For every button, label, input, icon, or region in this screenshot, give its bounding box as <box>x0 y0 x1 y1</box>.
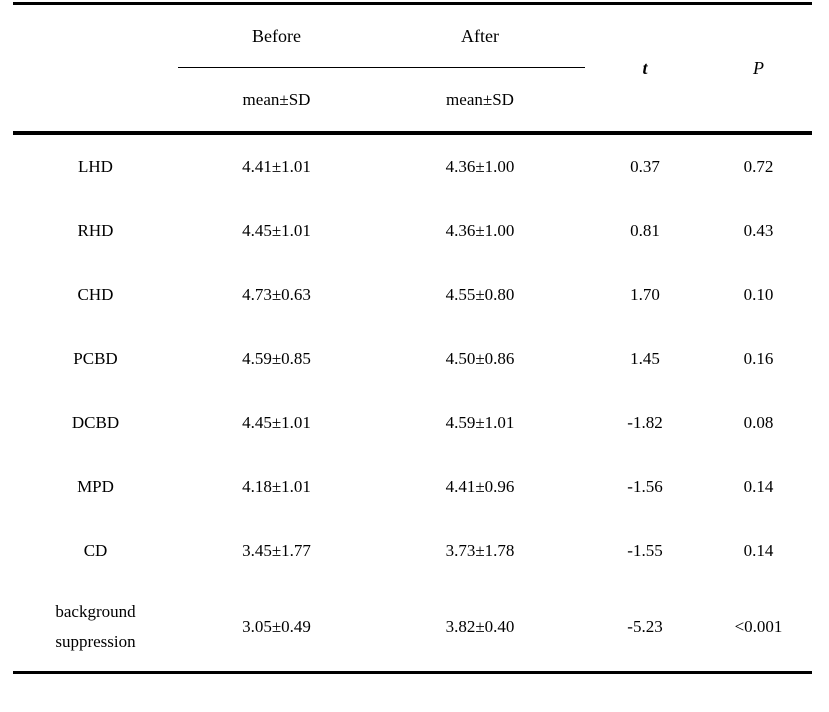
table-body: LHD 4.41±1.01 4.36±1.00 0.37 0.72 RHD 4.… <box>13 133 812 673</box>
t-value: -1.82 <box>627 413 663 432</box>
row-label: LHD <box>78 157 113 177</box>
before-after-statistics-table: Before After t P mean±SD mean±SD LHD 4.4… <box>13 2 812 674</box>
table-row-background-suppression: background suppression 3.05±0.49 3.82±0.… <box>13 583 812 673</box>
t-value: 1.70 <box>630 285 660 304</box>
t-value: 0.37 <box>630 157 660 176</box>
p-value: 0.16 <box>743 349 774 368</box>
column-header-t: t <box>585 3 705 135</box>
t-value: -5.23 <box>627 617 663 636</box>
before-value: 4.18±1.01 <box>242 477 311 496</box>
after-value: 4.55±0.80 <box>445 285 515 304</box>
row-label: CHD <box>77 285 114 305</box>
p-value: 0.43 <box>743 221 774 240</box>
subheader-mean-sd-after: mean±SD <box>375 67 585 135</box>
row-label-column-header <box>13 3 178 135</box>
t-value: -1.56 <box>627 477 663 496</box>
before-value: 4.45±1.01 <box>242 413 311 432</box>
after-value: 4.36±1.00 <box>445 157 515 176</box>
row-label: background suppression <box>55 602 136 651</box>
p-value: 0.10 <box>743 285 774 304</box>
table-header: Before After t P mean±SD mean±SD <box>13 3 812 135</box>
after-value: 4.50±0.86 <box>445 349 515 368</box>
column-header-before: Before <box>178 3 375 68</box>
row-label: RHD <box>77 221 114 241</box>
after-value: 4.59±1.01 <box>445 413 515 432</box>
p-value: 0.08 <box>743 413 774 432</box>
t-value: 1.45 <box>630 349 660 368</box>
table-row-pcbd: PCBD 4.59±0.85 4.50±0.86 1.45 0.16 <box>13 327 812 391</box>
after-value: 4.41±0.96 <box>445 477 515 496</box>
before-value: 4.73±0.63 <box>242 285 311 304</box>
table-row-cd: CD 3.45±1.77 3.73±1.78 -1.55 0.14 <box>13 519 812 583</box>
table-row-lhd: LHD 4.41±1.01 4.36±1.00 0.37 0.72 <box>13 133 812 199</box>
after-value: 4.36±1.00 <box>445 221 515 240</box>
t-value: -1.55 <box>627 541 663 560</box>
row-label: PCBD <box>73 349 118 369</box>
before-value: 3.45±1.77 <box>242 541 311 560</box>
column-header-p: P <box>705 3 812 135</box>
p-value: 0.14 <box>743 477 774 496</box>
before-value: 3.05±0.49 <box>242 617 311 636</box>
after-value: 3.82±0.40 <box>445 617 515 636</box>
t-value: 0.81 <box>630 221 660 240</box>
row-label: MPD <box>77 477 114 497</box>
before-value: 4.59±0.85 <box>242 349 311 368</box>
row-label: CD <box>83 541 108 561</box>
table-row-chd: CHD 4.73±0.63 4.55±0.80 1.70 0.10 <box>13 263 812 327</box>
p-value: 0.14 <box>743 541 774 560</box>
after-value: 3.73±1.78 <box>445 541 515 560</box>
table-row-rhd: RHD 4.45±1.01 4.36±1.00 0.81 0.43 <box>13 199 812 263</box>
before-value: 4.41±1.01 <box>242 157 311 176</box>
p-value: <0.001 <box>734 617 783 636</box>
table-row-mpd: MPD 4.18±1.01 4.41±0.96 -1.56 0.14 <box>13 455 812 519</box>
before-value: 4.45±1.01 <box>242 221 311 240</box>
subheader-mean-sd-before: mean±SD <box>178 67 375 135</box>
p-value: 0.72 <box>743 157 774 176</box>
column-header-after: After <box>375 3 585 68</box>
row-label: DCBD <box>71 413 120 433</box>
table-row-dcbd: DCBD 4.45±1.01 4.59±1.01 -1.82 0.08 <box>13 391 812 455</box>
